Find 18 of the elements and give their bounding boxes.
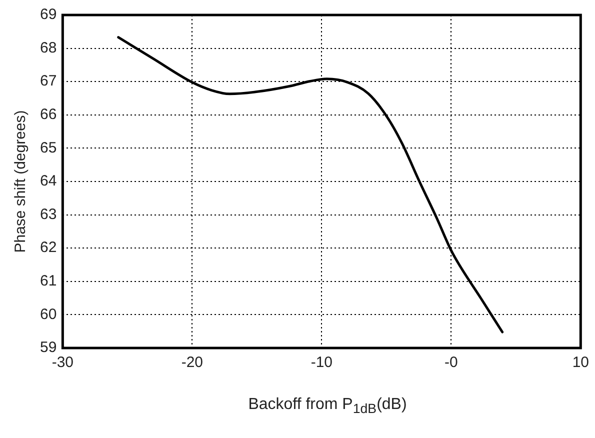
x-tick-label: -20 bbox=[181, 354, 204, 372]
y-tick-label: 63 bbox=[40, 206, 57, 223]
x-tick-label: -30 bbox=[52, 354, 74, 372]
x-tick-label: -0 bbox=[444, 354, 458, 372]
y-tick-label: 69 bbox=[40, 6, 57, 24]
y-tick-label: 65 bbox=[40, 139, 57, 156]
y-tick-label: 68 bbox=[40, 39, 57, 56]
y-tick-label: 60 bbox=[40, 306, 57, 323]
y-tick-label: 59 bbox=[40, 339, 57, 356]
y-tick-label: 66 bbox=[40, 106, 57, 124]
x-tick-label: 10 bbox=[572, 354, 589, 372]
y-tick-label: 64 bbox=[40, 172, 57, 190]
y-tick-label: 62 bbox=[40, 239, 57, 256]
y-tick-label: 67 bbox=[40, 72, 57, 90]
x-tick-label: -10 bbox=[310, 354, 333, 372]
x-axis-title: Backoff from P$_{1dB}$(dB) bbox=[248, 396, 407, 416]
y-tick-label: 61 bbox=[40, 272, 57, 290]
y-axis-title: Phase shift (degrees) bbox=[12, 110, 30, 253]
